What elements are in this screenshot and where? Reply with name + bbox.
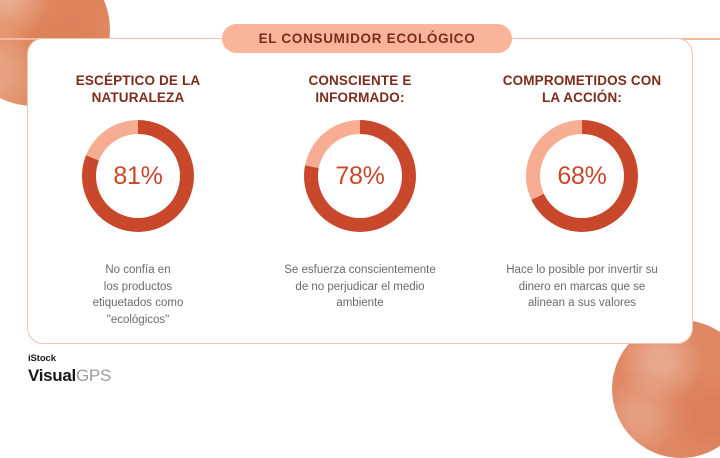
stat-column-committed: COMPROMETIDOS CON LA ACCIÓN: 68% Hace lo… <box>471 38 693 344</box>
stat-caption: Hace lo posible por invertir su dinero e… <box>506 264 658 310</box>
stat-title: CONSCIENTE E INFORMADO: <box>308 73 412 106</box>
stat-title: COMPROMETIDOS CON LA ACCIÓN: <box>502 73 662 106</box>
donut-center: 68% <box>540 134 624 218</box>
logo-visual-word: Visual <box>28 366 76 385</box>
header-badge: EL CONSUMIDOR ECOLÓGICO <box>222 24 512 53</box>
donut-value-label: 78% <box>335 161 385 190</box>
logo-istock-text: iStock <box>28 352 56 364</box>
header-badge-label: EL CONSUMIDOR ECOLÓGICO <box>258 31 476 46</box>
logo-gps-word: GPS <box>75 366 111 385</box>
stat-caption: No confía en los productos etiquetados c… <box>92 264 184 327</box>
donut-value-label: 81% <box>113 161 163 190</box>
logo-visualgps-text: VisualGPS <box>28 367 111 384</box>
donut-chart-skeptic: 81% <box>82 120 194 232</box>
donut-center: 78% <box>318 134 402 218</box>
stat-column-informed: CONSCIENTE E INFORMADO: 78% Se esfuerza … <box>249 38 471 344</box>
visualgps-logo: iStock VisualGPS <box>28 352 111 384</box>
stat-title: ESCÉPTICO DE LA NATURALEZA <box>75 73 201 106</box>
stat-caption: Se esfuerza conscientemente de no perjud… <box>284 264 436 310</box>
donut-value-label: 68% <box>557 161 607 190</box>
donut-center: 81% <box>96 134 180 218</box>
stats-columns: ESCÉPTICO DE LA NATURALEZA 81% No confía… <box>27 38 693 344</box>
donut-chart-informed: 78% <box>304 120 416 232</box>
stat-column-skeptic: ESCÉPTICO DE LA NATURALEZA 81% No confía… <box>27 38 249 344</box>
donut-chart-committed: 68% <box>526 120 638 232</box>
